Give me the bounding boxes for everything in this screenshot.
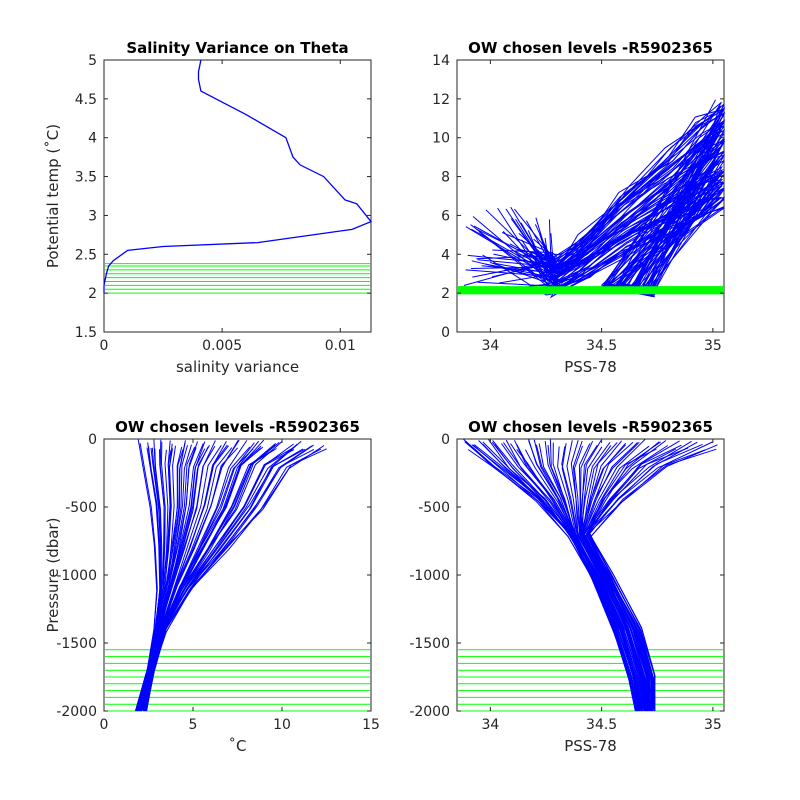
profile-line-1-46 (534, 131, 719, 296)
profile-line-3-48 (580, 444, 649, 709)
chosen-levels-band (458, 286, 723, 295)
profile-line-1-33 (515, 150, 725, 294)
y-tick-label-0-7: 5 (88, 53, 97, 69)
x-tick-label-1-2: 35 (704, 338, 722, 354)
profile-line-3-58 (583, 445, 668, 712)
profile-line-3-31 (557, 446, 643, 709)
plot-area-0 (103, 59, 372, 333)
y-tick-label-1-4: 8 (441, 170, 450, 186)
x-tick-label-3-0: 34 (481, 717, 499, 733)
y-tick-label-3-3: -500 (418, 500, 450, 516)
y-tick-label-1-2: 4 (441, 247, 450, 263)
profile-line-2-69 (146, 448, 327, 710)
x-tick-label-3-2: 35 (704, 717, 722, 733)
x-tick-label-2-1: 5 (189, 717, 198, 733)
y-tick-label-0-4: 3.5 (75, 170, 97, 186)
y-tick-label-2-2: -1000 (56, 568, 97, 584)
x-tick-label-2-2: 10 (273, 717, 291, 733)
y-tick-label-3-2: -1000 (409, 568, 450, 584)
y-tick-label-2-3: -500 (65, 500, 97, 516)
y-tick-label-0-1: 2 (88, 286, 97, 302)
profile-line-2-1 (135, 443, 158, 712)
variance-profile-line (103, 59, 373, 294)
chart-title-3: OW chosen levels -R5902365 (468, 418, 713, 436)
x-tick-label-3-1: 34.5 (586, 717, 617, 733)
x-tick-label-0-1: 0.005 (202, 338, 242, 354)
profile-line-1-57 (535, 120, 726, 295)
profile-line-3-69 (588, 444, 718, 712)
profile-line-2-63 (144, 448, 306, 712)
y-tick-label-1-7: 14 (432, 53, 450, 69)
profile-line-1-68 (492, 99, 716, 292)
y-tick-label-3-4: 0 (441, 432, 450, 448)
profile-line-3-39 (579, 440, 646, 710)
profile-line-1-67 (519, 101, 722, 291)
profile-line-3-42 (578, 440, 647, 710)
profile-line-3-37 (572, 440, 645, 711)
y-tick-label-1-1: 2 (441, 286, 450, 302)
y-tick-label-1-5: 10 (432, 131, 450, 147)
profile-line-2-29 (138, 443, 204, 712)
x-tick-label-2-3: 15 (362, 717, 380, 733)
x-axis-label-2: ˚C (229, 737, 247, 755)
x-tick-label-0-0: 0 (100, 338, 109, 354)
y-tick-label-0-5: 4 (88, 131, 97, 147)
profile-line-1-51 (535, 131, 717, 295)
x-axis-label-0: salinity variance (176, 358, 299, 376)
profile-line-3-44 (579, 442, 647, 711)
profile-line-3-6 (472, 444, 637, 710)
x-axis-label-1: PSS-78 (564, 358, 617, 376)
y-tick-label-1-0: 0 (441, 325, 450, 341)
x-tick-label-1-1: 34.5 (586, 338, 617, 354)
profile-line-1-65 (529, 105, 721, 295)
profile-line-1-69 (501, 103, 725, 292)
y-tick-label-3-1: -1500 (409, 636, 450, 652)
chart-title-0: Salinity Variance on Theta (126, 39, 348, 57)
chart-title-1: OW chosen levels -R5902365 (468, 39, 713, 57)
profile-line-3-68 (590, 448, 717, 712)
profile-line-3-20 (516, 448, 640, 710)
profile-line-2-50 (142, 446, 264, 710)
y-tick-label-3-0: -2000 (409, 704, 450, 720)
y-tick-label-1-3: 6 (441, 208, 450, 224)
y-tick-label-2-0: -2000 (56, 704, 97, 720)
y-axis-label-0: Potential temp (˚C) (44, 124, 62, 268)
x-tick-label-1-0: 34 (481, 338, 499, 354)
y-tick-label-0-2: 2.5 (75, 247, 97, 263)
chart-title-2: OW chosen levels -R5902365 (115, 418, 360, 436)
y-tick-label-2-1: -1500 (56, 636, 97, 652)
y-tick-label-0-0: 1.5 (75, 325, 97, 341)
profile-line-1-16 (478, 175, 717, 293)
x-tick-label-0-2: 0.01 (325, 338, 356, 354)
profile-line-1-66 (533, 108, 726, 298)
y-tick-label-1-6: 12 (432, 92, 450, 108)
x-axis-label-3: PSS-78 (564, 737, 617, 755)
y-axis-label-2: Pressure (dbar) (44, 518, 62, 633)
y-tick-label-0-3: 3 (88, 208, 97, 224)
profile-line-2-66 (145, 445, 312, 712)
profile-line-3-51 (582, 441, 650, 712)
y-tick-label-2-4: 0 (88, 432, 97, 448)
profile-line-1-56 (467, 120, 725, 297)
y-tick-label-0-6: 4.5 (75, 92, 97, 108)
x-tick-label-2-0: 0 (100, 717, 109, 733)
